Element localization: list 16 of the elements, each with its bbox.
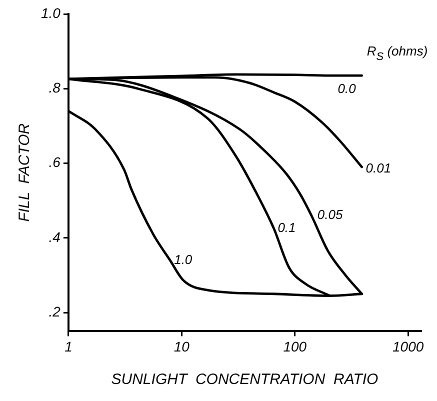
x-tick-label: 10 [174, 338, 190, 354]
y-tick-label: .6 [48, 154, 61, 170]
y-tick-label: .2 [48, 303, 61, 320]
series-label: 0.05 [317, 207, 344, 222]
y-tick-label: .4 [48, 228, 61, 245]
x-tick-label: 100 [283, 338, 307, 354]
series-label: 0.01 [366, 160, 392, 176]
series-label: 0.1 [278, 220, 296, 235]
y-tick-label: 1.0 [40, 4, 61, 21]
x-tick-label: 1 [64, 338, 72, 354]
series-label: 1.0 [174, 252, 193, 267]
x-axis-title: SUNLIGHT CONCENTRATION RATIO [111, 371, 379, 388]
x-tick-label: 1000 [392, 338, 424, 354]
y-tick-label: .8 [48, 80, 61, 96]
series-label: 0.0 [338, 81, 357, 96]
y-axis-title: FILL FACTOR [16, 123, 34, 222]
